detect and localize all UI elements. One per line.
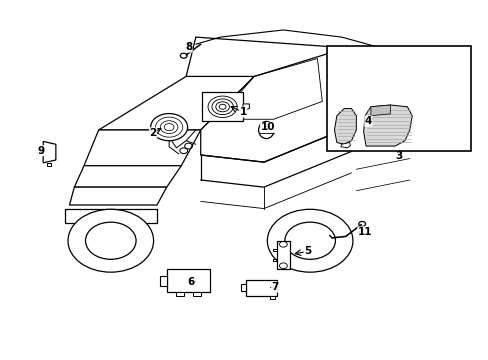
Text: 11: 11 bbox=[357, 227, 371, 237]
Text: 10: 10 bbox=[260, 122, 275, 132]
Polygon shape bbox=[99, 76, 254, 130]
Text: 8: 8 bbox=[184, 42, 192, 52]
Polygon shape bbox=[46, 163, 51, 166]
Circle shape bbox=[267, 209, 352, 272]
Text: 5: 5 bbox=[304, 247, 311, 256]
Polygon shape bbox=[340, 143, 350, 148]
Polygon shape bbox=[276, 242, 289, 269]
Ellipse shape bbox=[258, 121, 274, 139]
Polygon shape bbox=[160, 276, 166, 286]
Polygon shape bbox=[201, 48, 351, 162]
Polygon shape bbox=[270, 296, 275, 298]
Circle shape bbox=[68, 209, 153, 272]
Text: 3: 3 bbox=[395, 151, 402, 161]
Polygon shape bbox=[193, 292, 201, 296]
Polygon shape bbox=[176, 292, 183, 296]
Polygon shape bbox=[241, 284, 245, 292]
Text: 7: 7 bbox=[271, 282, 278, 292]
Polygon shape bbox=[245, 280, 277, 296]
Polygon shape bbox=[43, 141, 56, 163]
Polygon shape bbox=[74, 166, 181, 187]
Polygon shape bbox=[370, 105, 389, 116]
Polygon shape bbox=[166, 269, 210, 292]
Polygon shape bbox=[69, 187, 166, 205]
Polygon shape bbox=[334, 109, 356, 144]
Polygon shape bbox=[243, 104, 249, 111]
Polygon shape bbox=[202, 92, 243, 121]
Text: 6: 6 bbox=[187, 277, 194, 287]
Text: 4: 4 bbox=[364, 116, 371, 126]
Polygon shape bbox=[363, 105, 411, 146]
Polygon shape bbox=[84, 130, 201, 166]
Text: 1: 1 bbox=[239, 107, 246, 117]
FancyBboxPatch shape bbox=[326, 46, 469, 152]
Text: 2: 2 bbox=[149, 128, 156, 138]
Text: 9: 9 bbox=[38, 146, 45, 156]
Circle shape bbox=[150, 113, 187, 141]
